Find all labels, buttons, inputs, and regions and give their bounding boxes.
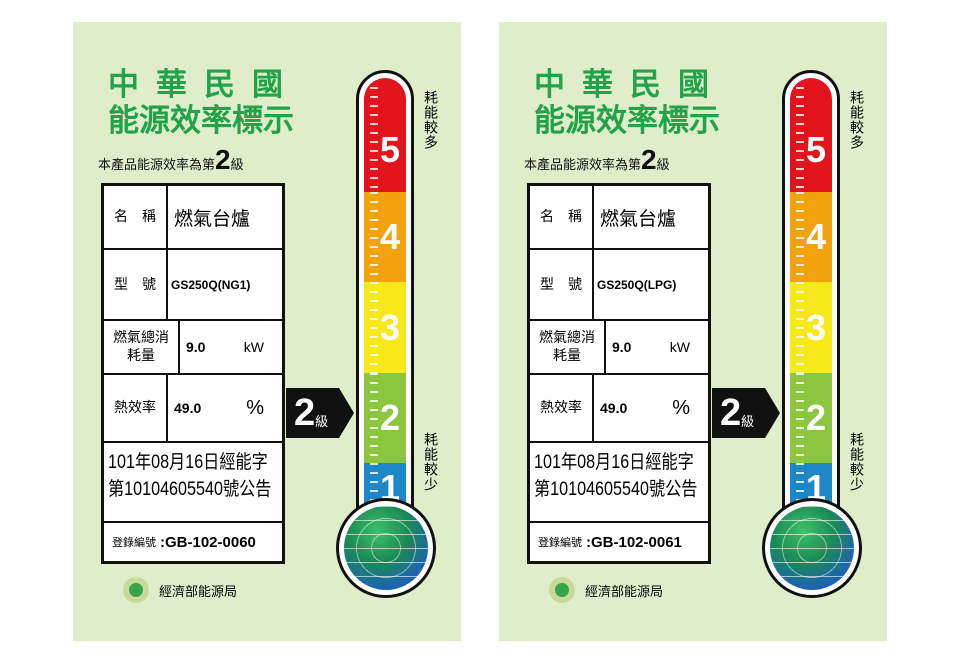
title-line2: 能源效率標示 bbox=[108, 103, 294, 139]
name-value: 燃氣台爐 bbox=[600, 207, 677, 230]
agency-name: 經濟部能源局 bbox=[159, 584, 238, 600]
less-consumption-label: 耗能較少 bbox=[422, 432, 438, 492]
globe-icon bbox=[336, 498, 436, 598]
model-key: 型 號 bbox=[104, 250, 168, 319]
grade-prefix: 本產品能源效率為第 bbox=[98, 158, 216, 173]
scale-5: 5 bbox=[790, 78, 832, 192]
scale-2: 2 bbox=[364, 373, 406, 463]
energy-label: 中華民國 能源效率標示 本產品能源效率為第2級 名 稱燃氣台爐 型 號 GS250… bbox=[499, 22, 887, 641]
spec-table: 名 稱燃氣台爐 型 號 GS250Q(NG1) 燃氣總消耗量 9.0 kW 熱效率 49… bbox=[101, 183, 285, 564]
grade-statement: 本產品能源效率為第2級 bbox=[524, 144, 670, 176]
grade-prefix: 本產品能源效率為第 bbox=[524, 158, 642, 173]
consumption-value: 9.0 bbox=[186, 339, 206, 355]
grade-statement: 本產品能源效率為第2級 bbox=[98, 144, 244, 176]
announcement-line1: 101年08月16日經能字 bbox=[534, 452, 694, 473]
arrow-grade-suffix: 級 bbox=[315, 414, 329, 430]
row-efficiency: 熱效率 49.0% bbox=[530, 375, 708, 443]
model-value: GS250Q(NG1) bbox=[171, 277, 251, 292]
efficiency-value: 49.0 bbox=[174, 400, 202, 416]
energy-label: 中華民國 能源效率標示 本產品能源效率為第2級 名 稱燃氣台爐 型 號 GS250… bbox=[73, 22, 461, 641]
consumption-unit: kW bbox=[243, 339, 264, 355]
agency-logo: 經濟部能源局 bbox=[123, 577, 237, 603]
arrow-grade: 2 bbox=[720, 391, 742, 434]
grade-suffix: 級 bbox=[230, 158, 244, 173]
efficiency-cell: 49.0% bbox=[168, 375, 282, 441]
row-consumption: 燃氣總消耗量 9.0 kW bbox=[104, 321, 282, 375]
title-line2: 能源效率標示 bbox=[534, 103, 720, 139]
row-name: 名 稱燃氣台爐 bbox=[530, 186, 708, 250]
grade-suffix: 級 bbox=[656, 158, 670, 173]
announcement-line1: 101年08月16日經能字 bbox=[108, 452, 268, 473]
arrow-grade-suffix: 級 bbox=[741, 414, 755, 430]
row-name: 名 稱燃氣台爐 bbox=[104, 186, 282, 250]
agency-name: 經濟部能源局 bbox=[585, 584, 664, 600]
reg-value: :GB-102-0061 bbox=[586, 533, 682, 551]
scale-4: 4 bbox=[790, 192, 832, 282]
announcement: 101年08月16日經能字 第10104605540號公告 bbox=[104, 443, 282, 523]
registration: 登錄編號 :GB-102-0060 bbox=[104, 523, 282, 561]
grade-number: 2 bbox=[215, 144, 231, 175]
consumption-key: 燃氣總消耗量 bbox=[530, 321, 606, 373]
label-title: 中華民國 能源效率標示 bbox=[108, 67, 300, 139]
model-key: 型 號 bbox=[530, 250, 594, 319]
energy-bureau-seal-icon bbox=[123, 577, 149, 603]
reg-key: 登錄編號 bbox=[538, 536, 582, 549]
scale-4: 4 bbox=[364, 192, 406, 282]
scale-2: 2 bbox=[790, 373, 832, 463]
thermometer: 5 4 3 2 1 bbox=[356, 70, 414, 530]
efficiency-value: 49.0 bbox=[600, 400, 628, 416]
label-title: 中華民國 能源效率標示 bbox=[534, 67, 726, 139]
more-consumption-label: 耗能較多 bbox=[422, 90, 438, 150]
announcement-line2: 第10104605540號公告 bbox=[534, 479, 698, 500]
efficiency-unit: % bbox=[672, 396, 690, 419]
globe-icon bbox=[762, 498, 862, 598]
row-model: 型 號 GS250Q(LPG) bbox=[530, 250, 708, 321]
efficiency-unit: % bbox=[246, 396, 264, 419]
efficiency-cell: 49.0% bbox=[594, 375, 708, 441]
reg-key: 登錄編號 bbox=[112, 536, 156, 549]
row-consumption: 燃氣總消耗量 9.0 kW bbox=[530, 321, 708, 375]
title-line1: 中華民國 bbox=[108, 67, 300, 103]
thermometer: 5 4 3 2 1 bbox=[782, 70, 840, 530]
arrow-grade: 2 bbox=[294, 391, 316, 434]
scale-3: 3 bbox=[790, 282, 832, 373]
agency-logo: 經濟部能源局 bbox=[549, 577, 663, 603]
name-key: 名 稱 bbox=[530, 186, 594, 248]
registration: 登錄編號 :GB-102-0061 bbox=[530, 523, 708, 561]
title-line1: 中華民國 bbox=[534, 67, 726, 103]
more-consumption-label: 耗能較多 bbox=[848, 90, 864, 150]
model-value: GS250Q(LPG) bbox=[597, 277, 677, 292]
consumption-unit: kW bbox=[669, 339, 690, 355]
row-model: 型 號 GS250Q(NG1) bbox=[104, 250, 282, 321]
scale-3: 3 bbox=[364, 282, 406, 373]
consumption-value: 9.0 bbox=[612, 339, 632, 355]
efficiency-key: 熱效率 bbox=[530, 375, 594, 441]
grade-number: 2 bbox=[641, 144, 657, 175]
consumption-key: 燃氣總消耗量 bbox=[104, 321, 180, 373]
reg-value: :GB-102-0060 bbox=[160, 533, 256, 551]
name-key: 名 稱 bbox=[104, 186, 168, 248]
announcement: 101年08月16日經能字 第10104605540號公告 bbox=[530, 443, 708, 523]
less-consumption-label: 耗能較少 bbox=[848, 432, 864, 492]
announcement-line2: 第10104605540號公告 bbox=[108, 479, 272, 500]
energy-bureau-seal-icon bbox=[549, 577, 575, 603]
consumption-cell: 9.0 kW bbox=[606, 321, 708, 373]
scale-5: 5 bbox=[364, 78, 406, 192]
row-efficiency: 熱效率 49.0% bbox=[104, 375, 282, 443]
spec-table: 名 稱燃氣台爐 型 號 GS250Q(LPG) 燃氣總消耗量 9.0 kW 熱效率 49… bbox=[527, 183, 711, 564]
name-value: 燃氣台爐 bbox=[174, 207, 251, 230]
efficiency-key: 熱效率 bbox=[104, 375, 168, 441]
consumption-cell: 9.0 kW bbox=[180, 321, 282, 373]
